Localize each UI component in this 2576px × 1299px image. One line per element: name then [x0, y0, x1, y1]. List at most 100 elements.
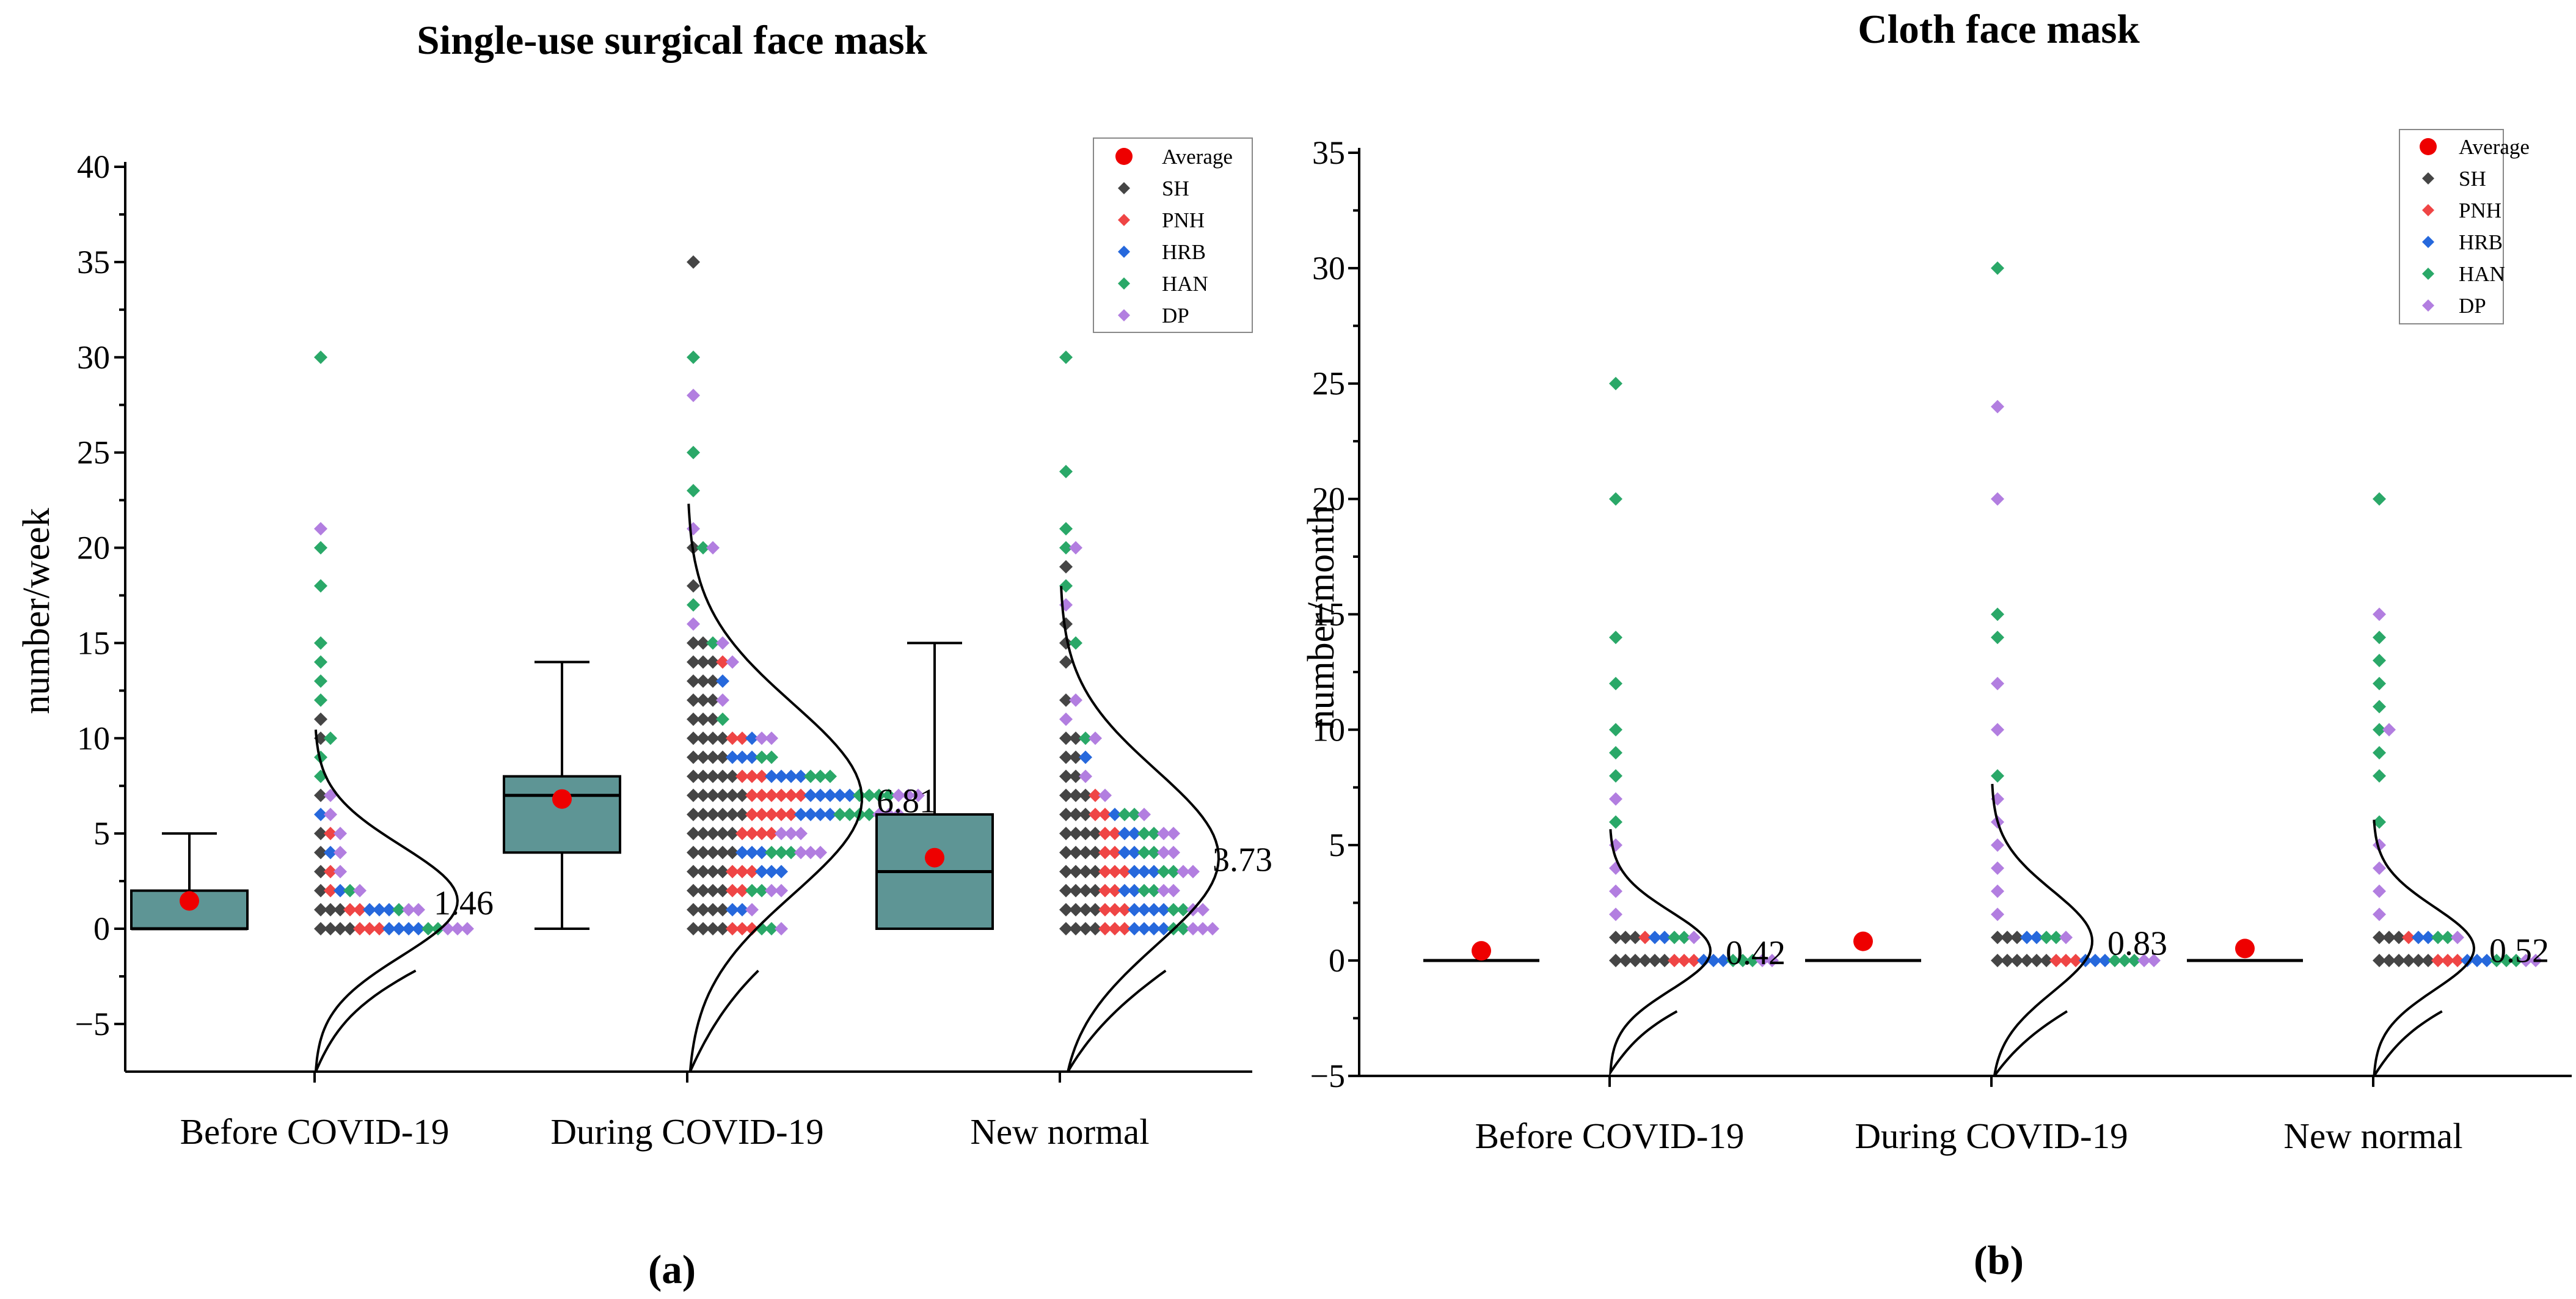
data-point-hrb [775, 769, 788, 783]
data-point-hrb [1128, 827, 1141, 841]
data-point-pnh [775, 788, 788, 802]
data-point-sh [1069, 788, 1082, 802]
average-value-label: 3.73 [1213, 841, 1272, 879]
data-point-han [863, 807, 876, 821]
data-point-han [1609, 492, 1622, 506]
data-point-dp [1765, 954, 1779, 967]
data-point-hrb [1079, 750, 1092, 764]
average-value-label: 0.83 [2107, 925, 2167, 963]
legend-marker-han [1118, 277, 1130, 290]
data-point-hrb [755, 865, 768, 879]
data-point-han [1059, 350, 1073, 364]
data-point-dp [1069, 541, 1082, 555]
data-point-sh [1059, 655, 1073, 669]
data-point-hrb [1147, 922, 1161, 935]
data-point-hrb [843, 788, 856, 802]
data-point-sh [706, 712, 720, 726]
data-point-han [1059, 541, 1073, 555]
data-point-pnh [373, 922, 386, 935]
legend-marker-pnh [1118, 214, 1130, 226]
box-iqr [503, 775, 621, 854]
data-point-hrb [2470, 954, 2484, 967]
data-point-sh [1069, 846, 1082, 860]
data-point-han [1147, 884, 1161, 898]
data-point-hrb [1118, 884, 1131, 898]
data-point-hrb [726, 902, 739, 917]
data-point-dp [1991, 861, 2004, 875]
data-point-hrb [726, 750, 739, 764]
data-point-sh [1079, 827, 1092, 841]
data-point-han [755, 750, 768, 764]
y-tick-label: 20 [77, 530, 110, 566]
data-point-dp [324, 807, 337, 821]
data-point-han [2373, 746, 2386, 760]
y-tick-label: 15 [77, 624, 110, 661]
data-point-sh [1059, 693, 1073, 707]
legend-marker-average [1115, 148, 1133, 165]
data-point-pnh [343, 902, 357, 917]
data-point-han [2049, 931, 2063, 945]
data-point-dp [1069, 693, 1082, 707]
data-point-sh [696, 712, 710, 726]
data-point-hrb [1157, 922, 1170, 935]
y-tick-label: 40 [77, 148, 110, 185]
data-point-dp [1079, 769, 1092, 783]
data-point-sh [696, 769, 710, 783]
data-point-hrb [1118, 827, 1131, 841]
box-plot [875, 642, 994, 930]
data-point-sh [687, 788, 700, 802]
average-marker [2235, 939, 2255, 959]
data-point-sh [334, 902, 347, 917]
data-point-pnh [1668, 954, 1681, 967]
data-point-hrb [804, 807, 817, 821]
data-point-sh [1089, 922, 1102, 935]
data-point-hrb [2089, 954, 2102, 967]
data-point-dp [1157, 827, 1170, 841]
data-point-sh [716, 827, 729, 841]
data-point-hrb [314, 807, 327, 821]
legend-label-sh: SH [2459, 167, 2486, 191]
data-point-sh [1059, 560, 1073, 574]
data-point-sh [687, 846, 700, 860]
data-point-pnh [353, 902, 367, 917]
data-point-han [1991, 607, 2004, 621]
data-point-han [1991, 769, 2004, 783]
data-point-han [2490, 954, 2503, 967]
data-point-sh [716, 769, 729, 783]
data-point-hrb [1128, 846, 1141, 860]
data-point-hrb [2098, 954, 2112, 967]
data-point-pnh [1118, 865, 1131, 879]
data-point-sh [706, 827, 720, 841]
data-point-hrb [823, 788, 837, 802]
panel-a-y-axis-title: number/week [16, 508, 57, 714]
data-point-pnh [1098, 807, 1112, 821]
data-point-sh [687, 750, 700, 764]
data-point-sh [1069, 731, 1082, 745]
data-point-sh [2392, 931, 2406, 945]
data-point-hrb [402, 922, 415, 935]
legend-label-hrb: HRB [2459, 230, 2503, 254]
data-point-sh [706, 922, 720, 935]
data-point-sh [1079, 846, 1092, 860]
data-point-han [1118, 807, 1131, 821]
data-point-sh [1629, 931, 1642, 945]
data-point-dp [1687, 931, 1701, 945]
data-point-sh [706, 807, 720, 821]
panel-a-label: (a) [648, 1247, 696, 1292]
data-point-han [1177, 902, 1190, 917]
data-point-dp [2373, 907, 2386, 921]
data-point-dp [911, 788, 925, 802]
data-point-dp [755, 731, 768, 745]
data-point-sh [1059, 902, 1073, 917]
data-point-hrb [1128, 902, 1141, 917]
data-point-sh [2010, 931, 2024, 945]
legend-label-pnh: PNH [2459, 199, 2501, 222]
panel-b-legend-box [2399, 129, 2504, 324]
data-point-sh [314, 788, 327, 802]
data-point-hrb [1128, 884, 1141, 898]
data-point-hrb [1137, 902, 1151, 917]
legend-marker-sh [1118, 182, 1130, 194]
data-point-han [421, 922, 435, 935]
data-point-han [2373, 815, 2386, 829]
data-point-han [784, 846, 798, 860]
